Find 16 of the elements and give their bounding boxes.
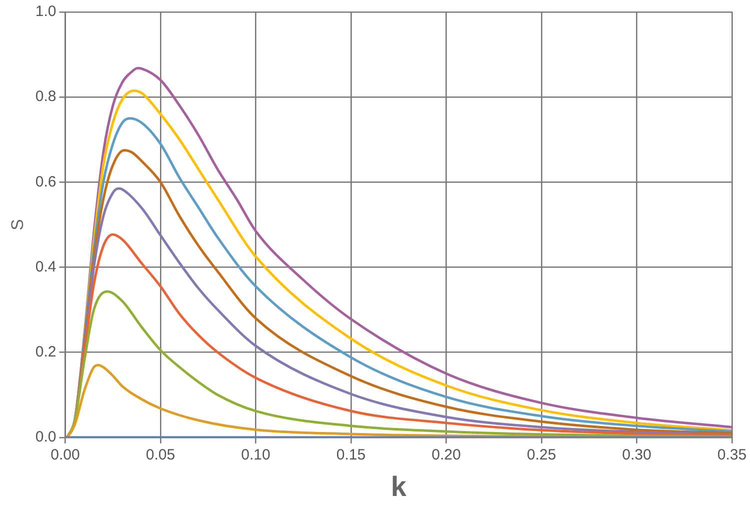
y-tick-label: 0.0 bbox=[35, 428, 56, 446]
x-axis-title: k bbox=[390, 470, 407, 502]
x-tick-label: 0.05 bbox=[146, 446, 176, 464]
x-tick-label: 0.10 bbox=[241, 446, 270, 464]
y-tick-label: 1.0 bbox=[35, 3, 56, 20]
y-tick-label: 0.6 bbox=[35, 173, 56, 190]
x-tick-label: 0.00 bbox=[50, 446, 80, 464]
x-tick-label: 0.25 bbox=[526, 446, 556, 464]
y-tick-label: 0.4 bbox=[35, 258, 56, 276]
y-tick-label: 0.2 bbox=[35, 343, 56, 360]
x-tick-label: 0.20 bbox=[432, 446, 461, 464]
y-tick-label: 0.8 bbox=[35, 88, 56, 106]
x-tick-label: 0.30 bbox=[622, 446, 652, 464]
y-axis-title: S bbox=[8, 219, 27, 230]
x-tick-label: 0.15 bbox=[336, 446, 366, 464]
x-tick-label: 0.35 bbox=[717, 446, 747, 464]
